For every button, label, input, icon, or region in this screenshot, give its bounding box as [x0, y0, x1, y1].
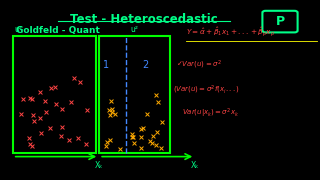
Point	[68, 101, 73, 103]
Text: Test - Heteroscedastic: Test - Heteroscedastic	[70, 13, 218, 26]
Point	[155, 100, 160, 103]
Point	[131, 136, 136, 139]
Point	[150, 142, 155, 145]
Point	[153, 143, 158, 146]
Point	[110, 110, 115, 113]
Point	[138, 136, 143, 139]
Point	[150, 134, 156, 137]
Point	[37, 116, 42, 119]
Point	[154, 94, 159, 97]
Point	[104, 144, 109, 147]
Point	[21, 98, 26, 101]
Point	[43, 111, 48, 113]
Point	[60, 108, 65, 111]
Point	[47, 127, 52, 130]
Point	[155, 130, 160, 133]
Text: u²: u²	[14, 25, 22, 34]
Point	[28, 96, 33, 99]
Point	[160, 120, 165, 123]
Point	[112, 112, 117, 115]
Point	[72, 77, 77, 80]
Point	[139, 147, 144, 150]
Text: $Y=\hat{\alpha}+\hat{\beta}_1x_1+...+\hat{\beta}_px_p$: $Y=\hat{\alpha}+\hat{\beta}_1x_1+...+\ha…	[186, 25, 275, 39]
Point	[159, 146, 164, 149]
Point	[67, 139, 72, 142]
Point	[37, 91, 42, 94]
Bar	[13, 36, 96, 153]
Point	[43, 100, 48, 103]
Point	[38, 131, 43, 134]
Point	[78, 81, 83, 84]
Point	[18, 113, 23, 116]
Point	[108, 113, 113, 116]
Text: u²: u²	[131, 25, 139, 34]
Bar	[99, 36, 170, 153]
Text: Xₖ: Xₖ	[95, 161, 103, 170]
Point	[144, 112, 149, 115]
Point	[85, 108, 90, 111]
Text: Xₖ: Xₖ	[191, 161, 199, 170]
Point	[29, 144, 35, 147]
Point	[131, 141, 136, 144]
Text: $Var(u|x_k)=\sigma^2 x_k$: $Var(u|x_k)=\sigma^2 x_k$	[182, 107, 240, 120]
Point	[129, 132, 134, 135]
Point	[49, 87, 54, 89]
Point	[75, 136, 80, 139]
Point	[108, 138, 113, 141]
Point	[129, 135, 134, 138]
Text: $\checkmark Var(u)=\sigma^2$: $\checkmark Var(u)=\sigma^2$	[176, 59, 222, 71]
Point	[29, 98, 35, 100]
Point	[140, 126, 145, 129]
Text: Goldfeld - Quant: Goldfeld - Quant	[16, 26, 100, 35]
Point	[59, 134, 64, 137]
Point	[53, 102, 59, 105]
Point	[27, 136, 32, 139]
Point	[105, 141, 110, 144]
Point	[148, 140, 153, 143]
Point	[84, 142, 89, 145]
Point	[107, 109, 112, 111]
Point	[139, 128, 144, 130]
Point	[109, 108, 114, 111]
Point	[31, 114, 36, 117]
Point	[59, 125, 64, 128]
Text: P: P	[276, 15, 284, 28]
Text: $(Var(u)=\sigma^2 f(x_i...)$: $(Var(u)=\sigma^2 f(x_i...)$	[173, 84, 240, 96]
Point	[108, 100, 114, 102]
Text: 1: 1	[102, 60, 109, 70]
Point	[28, 143, 33, 146]
Text: 2: 2	[142, 60, 148, 70]
Point	[117, 148, 122, 150]
Point	[32, 119, 37, 122]
Point	[53, 86, 58, 89]
